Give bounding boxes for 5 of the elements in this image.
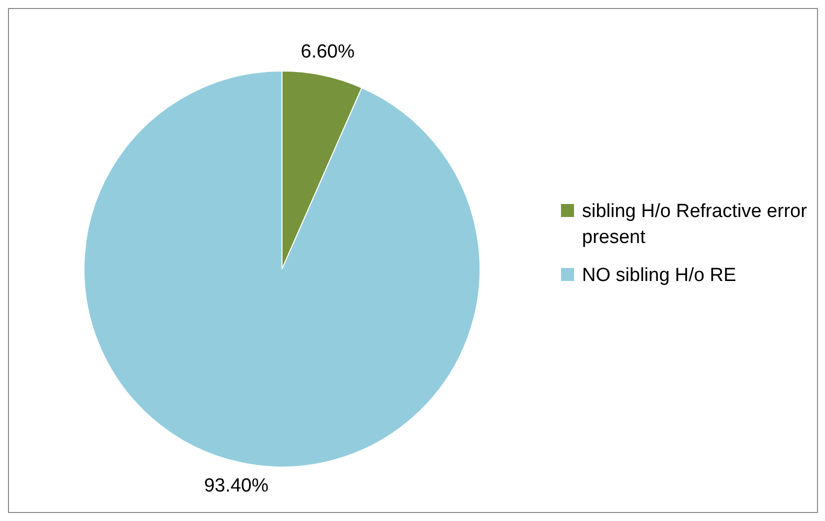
pie-slice [84,70,480,468]
data-label: 93.40% [204,476,269,497]
data-label: 6.60% [300,41,355,62]
legend-label: sibling H/o Refractive error present [582,200,808,250]
legend-label: NO sibling H/o RE [582,264,736,288]
